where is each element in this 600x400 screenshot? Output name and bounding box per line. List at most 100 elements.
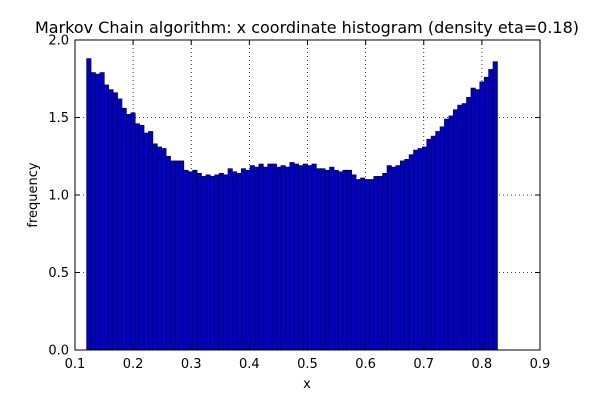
histogram-bar	[157, 146, 163, 351]
histogram-bar	[161, 148, 167, 351]
histogram-bar	[373, 176, 379, 351]
histogram-bar	[483, 76, 489, 351]
x-tick-label: 0.2	[123, 357, 144, 372]
histogram-bar	[298, 165, 304, 351]
x-axis-label: x	[303, 377, 311, 392]
histogram-bar	[130, 112, 136, 351]
x-tick-label: 0.8	[472, 357, 493, 372]
histogram-bar	[457, 104, 463, 351]
histogram-bar	[413, 149, 419, 351]
histogram-bar	[227, 168, 233, 351]
histogram-bar	[360, 177, 366, 351]
histogram-bar	[492, 61, 498, 351]
histogram-bar	[329, 166, 335, 351]
histogram-bar	[254, 166, 260, 351]
histogram-bar	[196, 173, 202, 351]
histogram-bar	[324, 169, 330, 351]
histogram-bar	[448, 115, 454, 351]
y-axis-ticks: 0.0 0.5 1.0 1.5 2.0	[48, 34, 540, 359]
histogram-bar	[165, 155, 171, 351]
histogram-bar	[395, 165, 401, 351]
histogram-bar	[369, 179, 375, 351]
histogram-bar	[245, 169, 251, 351]
x-tick-label: 0.7	[413, 357, 434, 372]
histogram-bar	[263, 166, 269, 351]
histogram-bar	[422, 146, 428, 351]
histogram-bar	[271, 163, 277, 351]
x-tick-label: 0.9	[530, 357, 551, 372]
histogram-bar	[183, 169, 189, 351]
histogram-bar	[187, 171, 193, 351]
histogram-bar	[86, 58, 92, 351]
x-tick-label: 0.1	[65, 357, 86, 372]
histogram-bar	[452, 109, 458, 351]
x-tick-label: 0.6	[355, 357, 376, 372]
y-tick-label: 0.0	[48, 344, 69, 359]
histogram-bar	[386, 165, 392, 351]
histogram-bar	[399, 160, 405, 351]
histogram-bar	[444, 118, 450, 351]
histogram-bar	[342, 169, 348, 351]
chart-title: Markov Chain algorithm: x coordinate his…	[35, 18, 579, 37]
histogram-bar	[285, 166, 291, 351]
histogram-bar	[391, 166, 397, 351]
histogram-bar	[470, 87, 476, 351]
histogram-bar	[346, 169, 352, 351]
histogram-bar	[364, 179, 370, 351]
x-tick-label: 0.4	[239, 357, 260, 372]
y-tick-label: 2.0	[48, 34, 69, 49]
histogram-bar	[170, 160, 176, 351]
histogram-bar	[192, 169, 198, 351]
histogram-bar	[351, 174, 357, 351]
y-axis-label: frequency	[26, 162, 41, 228]
histogram-bar	[377, 176, 383, 351]
histogram-bar	[249, 165, 255, 351]
histogram-bar	[258, 163, 264, 351]
histogram-bar	[426, 138, 432, 351]
histogram-bar	[90, 72, 96, 351]
histogram-bar	[112, 92, 118, 351]
histogram-bar	[316, 168, 322, 351]
histogram-bar	[103, 84, 110, 351]
histogram-bar	[307, 165, 313, 351]
histogram-bar	[430, 135, 436, 351]
histogram-bar	[218, 173, 224, 351]
histogram-bar	[117, 98, 123, 351]
histogram-bar	[179, 160, 185, 351]
histogram-bar	[466, 97, 472, 351]
histogram-bar	[236, 173, 242, 351]
histogram-bar	[355, 179, 361, 351]
histogram-bar	[289, 162, 295, 351]
histogram-bar	[152, 143, 158, 351]
histogram-bar	[302, 163, 308, 351]
histogram-bar	[210, 176, 216, 351]
histogram-bar	[134, 123, 140, 351]
histogram-bar	[461, 103, 467, 351]
histogram-bar	[280, 165, 286, 351]
histogram-bar	[475, 89, 481, 351]
histogram-bar	[139, 124, 145, 351]
histogram-bar	[338, 171, 344, 351]
y-tick-label: 1.0	[48, 189, 69, 204]
histogram-bar	[240, 168, 246, 351]
histogram-bar	[99, 72, 105, 351]
histogram-bar	[320, 168, 326, 351]
histogram-bar	[126, 114, 132, 351]
histogram-bar	[201, 176, 207, 351]
histogram-bar	[404, 159, 410, 351]
histogram-bar	[108, 89, 114, 351]
histogram-bar	[95, 73, 101, 351]
x-tick-label: 0.5	[297, 357, 318, 372]
histogram-bar	[488, 69, 494, 351]
x-tick-label: 0.3	[181, 357, 202, 372]
histogram-bar	[121, 107, 127, 351]
histogram-bars	[86, 58, 498, 351]
histogram-bar	[382, 173, 388, 351]
histogram-bar	[293, 163, 299, 351]
histogram-bar	[214, 174, 220, 351]
histogram-bar	[311, 163, 317, 351]
x-axis-ticks: 0.1 0.2 0.3 0.4 0.5 0.6 0.7 0.8 0.9	[65, 40, 551, 372]
histogram-bar	[232, 171, 238, 351]
histogram-bar	[479, 81, 485, 351]
